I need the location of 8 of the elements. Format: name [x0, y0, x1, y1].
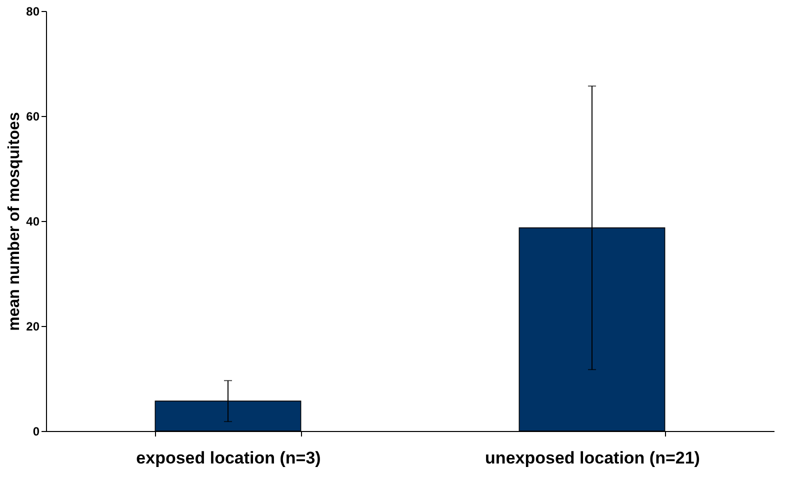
y-tick-label: 60	[26, 110, 40, 124]
y-tick-label: 80	[26, 4, 40, 18]
y-axis-title: mean number of mosquitoes	[6, 112, 24, 331]
y-tick-label: 20	[26, 320, 40, 334]
x-tick-label: exposed location (n=3)	[136, 448, 321, 468]
y-tick-label: 40	[26, 214, 40, 228]
y-tick-label: 0	[32, 424, 40, 438]
x-tick-label: unexposed location (n=21)	[485, 448, 700, 468]
